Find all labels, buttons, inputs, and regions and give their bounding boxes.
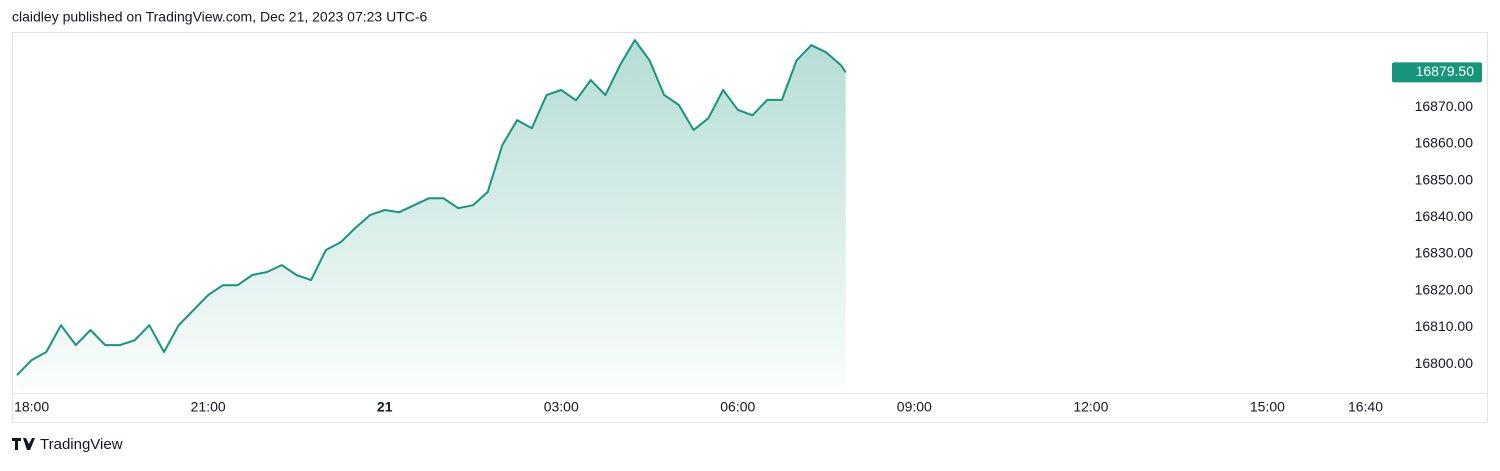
y-tick-label: 16840.00 <box>1415 208 1474 224</box>
x-tick-label: 03:00 <box>544 399 579 415</box>
x-tick-label: 18:00 <box>14 399 49 415</box>
y-tick-label: 16860.00 <box>1415 135 1474 151</box>
price-line <box>16 39 847 376</box>
y-tick-label: 16830.00 <box>1415 245 1474 261</box>
last-price-label: 16879.50 <box>1416 63 1475 79</box>
x-tick-label: 21:00 <box>191 399 226 415</box>
y-tick-label: 16800.00 <box>1415 355 1474 371</box>
area-fill <box>16 40 846 388</box>
x-tick-label: 15:00 <box>1250 399 1285 415</box>
logo <box>12 438 35 450</box>
x-tick-label: 06:00 <box>720 399 755 415</box>
chart-frame <box>12 32 1488 423</box>
y-tick-label: 16810.00 <box>1415 318 1474 334</box>
x-tick-label: 21 <box>377 399 393 415</box>
last-price-badge <box>1392 62 1482 83</box>
header: claidley published on TradingView.com, D… <box>12 9 428 25</box>
x-tick-label: 16:40 <box>1348 399 1383 415</box>
x-tick-label: 09:00 <box>897 399 932 415</box>
x-tick-label: 12:00 <box>1073 399 1108 415</box>
footer: TradingView <box>40 436 123 453</box>
y-tick-label: 16850.00 <box>1415 171 1474 187</box>
y-tick-label: 16820.00 <box>1415 281 1474 297</box>
y-tick-label: 16870.00 <box>1415 98 1474 114</box>
